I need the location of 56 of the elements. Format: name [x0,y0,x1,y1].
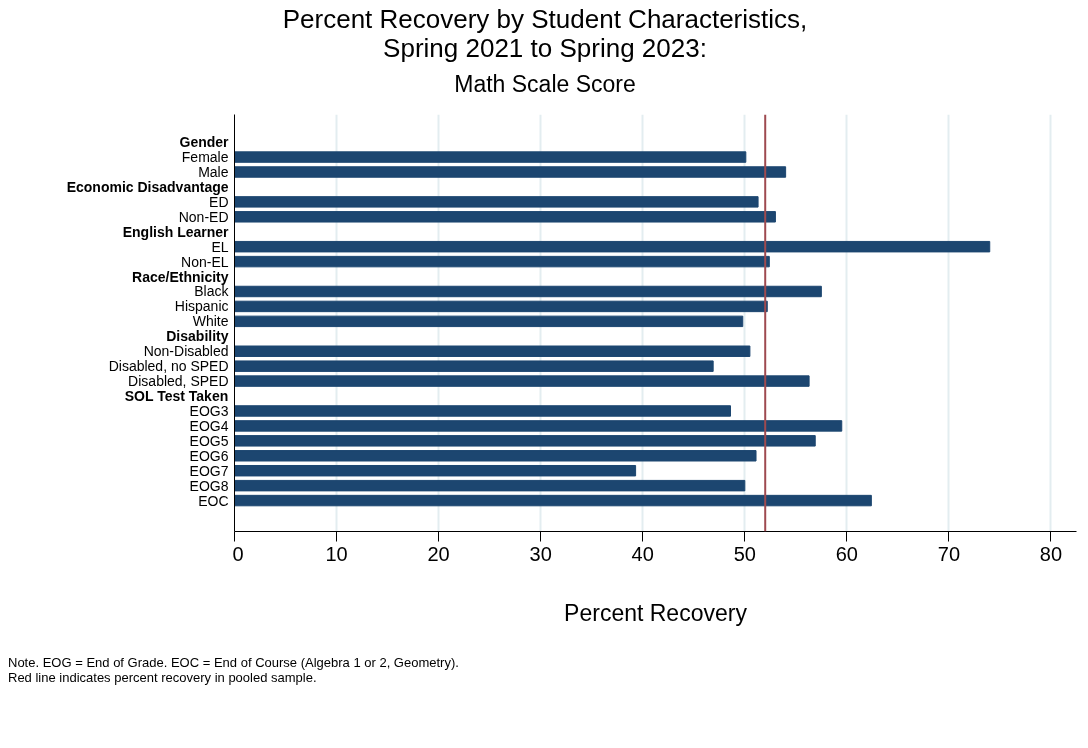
y-tick-label: Economic Disadvantage [66,178,229,195]
bar [234,196,759,208]
bar [234,285,822,298]
y-tick-label: EOC [198,492,229,509]
bar [234,240,991,253]
y-tick-label: Hispanic [174,298,229,315]
y-tick-label: Disabled, SPED [128,373,229,390]
y-tick-label: Male [198,164,229,181]
y-tick-label: EOG3 [189,403,229,419]
bar [234,420,843,432]
chart-subtitle: Math Scale Score [453,70,637,100]
x-tick-label: 80 [1039,542,1063,565]
chart-title: Percent Recovery by Student Characteristics, Spring 2021 to Spring 2023: [282,4,808,63]
y-tick-label: EOG6 [189,447,229,464]
bar [234,345,751,357]
bar [234,450,757,462]
y-tick-label: SOL Test Taken [124,388,229,405]
y-tick-label: Non-Disabled [143,343,229,360]
bar [234,300,768,313]
bar [234,166,787,178]
y-tick-label: Non-ED [178,208,229,225]
x-tick-label: 50 [733,542,756,565]
y-tick-label: EOG8 [189,477,229,494]
bar [234,494,872,507]
x-tick-label: 40 [631,542,654,565]
bar [234,435,816,447]
bar [234,465,637,477]
x-axis-title: Percent Recovery [564,599,748,626]
y-tick-label: EOG7 [189,462,229,479]
bar [234,479,746,492]
y-tick-label: Disabled, no SPED [108,358,229,375]
bar [234,360,714,372]
x-tick-label: 10 [325,542,348,565]
bar [234,151,747,163]
y-tick-label: English Learner [122,223,230,240]
bar [234,255,770,268]
bar [234,211,776,223]
x-tick-label: 70 [937,542,961,565]
x-tick-label: 20 [427,542,450,565]
y-tick-label: Non-EL [181,253,229,270]
bar [234,315,744,328]
y-tick-label: Disability [166,328,229,345]
y-tick-label: EOG4 [189,417,229,434]
y-tick-label: EOG5 [189,432,229,449]
y-tick-label: Gender [179,134,230,151]
x-tick-label: 60 [835,542,858,565]
x-tick-label: 0 [232,542,244,565]
bar [234,375,810,387]
y-tick-label: Race/Ethnicity [132,268,229,285]
y-tick-label: EL [211,238,229,255]
x-tick-label: 30 [529,542,552,565]
text: Note. EOG = End of Grade. EOC = End of Course (Algebra 1 or 2, Geometry). [8,655,459,671]
bar [234,405,732,417]
text: Red line indicates percent recovery in pooled sample. [8,669,317,685]
y-tick-label: Female [181,149,229,166]
y-tick-label: White [192,313,229,330]
